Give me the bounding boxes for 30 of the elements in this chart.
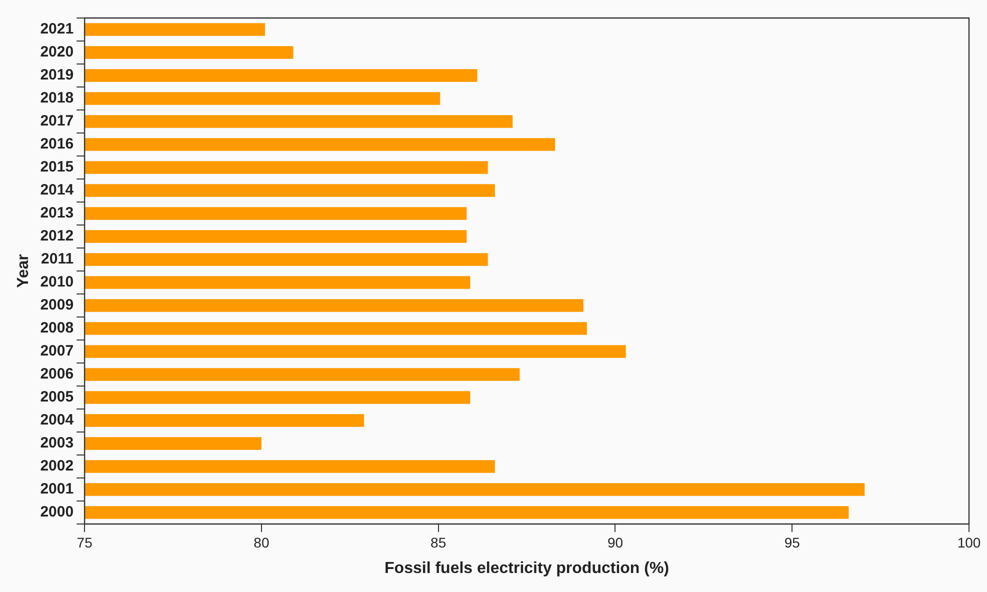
y-tick-label: 2016 [40, 136, 74, 153]
x-tick-label: 90 [607, 534, 624, 550]
y-tick-label: 2007 [40, 342, 74, 360]
y-axis-title: Year [15, 254, 32, 288]
y-tick-label: 2020 [40, 44, 74, 61]
y-tick-label: 2018 [40, 90, 74, 107]
y-tick-label: 2000 [40, 504, 74, 521]
x-axis-title: Fossil fuels electricity production (%) [384, 560, 670, 577]
y-tick-label: 2010 [40, 274, 74, 291]
y-tick-label: 2014 [40, 182, 74, 199]
x-tick-label: 95 [784, 534, 800, 550]
y-tick-label: 2002 [40, 458, 74, 475]
y-tick-label: 2019 [40, 66, 74, 84]
y-tick-label: 2015 [40, 158, 74, 176]
y-tick-label: 2008 [40, 320, 74, 337]
y-tick-label: 2021 [40, 20, 74, 38]
y-tick-label: 2011 [41, 250, 74, 268]
y-tick-label: 2013 [40, 204, 74, 222]
y-tick-label: 2003 [40, 434, 74, 452]
x-tick-label: 75 [76, 534, 93, 550]
y-tick-label: 2017 [40, 112, 74, 130]
y-tick-label: 2004 [40, 412, 74, 429]
y-tick-label: 2001 [40, 480, 74, 498]
y-tick-label: 2006 [40, 366, 74, 383]
x-tick-label: 100 [957, 534, 981, 550]
y-tick-label: 2009 [40, 296, 74, 314]
x-tick-label: 85 [430, 534, 446, 550]
y-tick-label: 2012 [40, 228, 74, 245]
x-tick-label: 80 [254, 534, 270, 550]
y-tick-label: 2005 [40, 388, 74, 406]
